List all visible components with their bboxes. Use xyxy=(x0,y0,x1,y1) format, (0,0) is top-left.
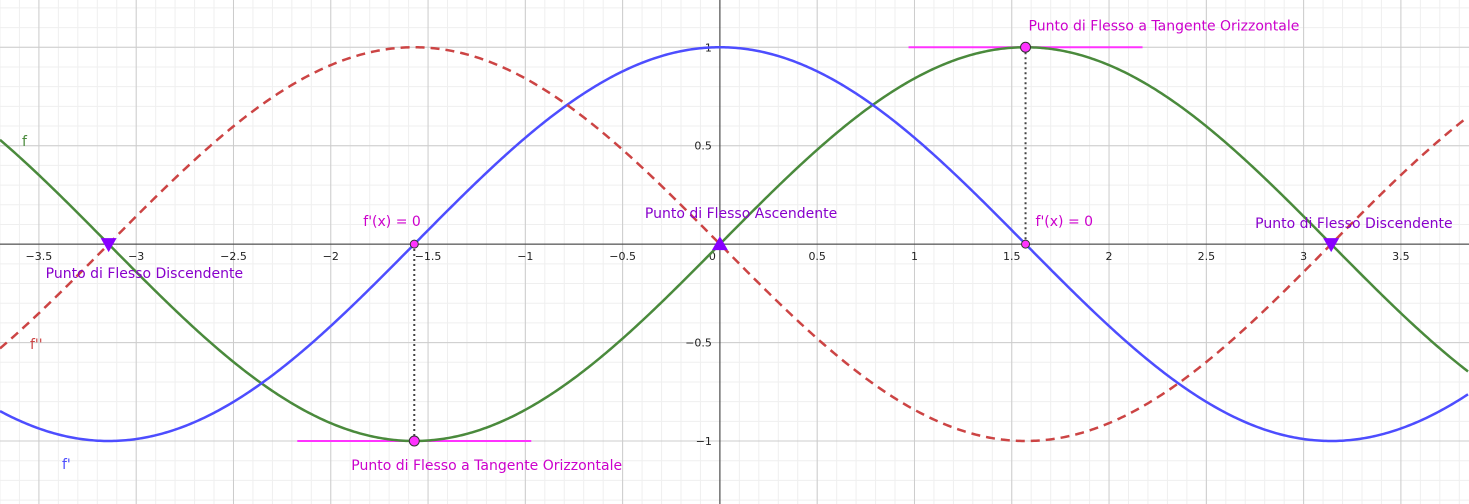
x-tick-label: 2.5 xyxy=(1198,250,1216,263)
x-tick-label: −3.5 xyxy=(26,250,53,263)
markers xyxy=(100,41,1340,447)
x-tick-label: 0 xyxy=(709,250,716,263)
derivative-zero-marker xyxy=(409,239,419,249)
derivative-zero-label: f'(x) = 0 xyxy=(1036,214,1094,230)
tangent-point-marker xyxy=(408,435,420,447)
x-tick-label: 0.5 xyxy=(808,250,826,263)
curve-name-label: f xyxy=(22,134,28,150)
inflection-point-marker xyxy=(711,236,728,251)
inflection-point-label: Punto di Flesso Discendente xyxy=(46,266,243,282)
derivative-zero-label: f'(x) = 0 xyxy=(363,214,421,230)
curve-f-double-prime xyxy=(0,45,1469,443)
tangent-point-marker xyxy=(1020,41,1032,53)
tangent-point-label: Punto di Flesso a Tangente Orizzontale xyxy=(351,458,622,474)
x-tick-label: −3 xyxy=(128,250,144,263)
curves xyxy=(0,45,1469,443)
x-tick-label: 1 xyxy=(911,250,918,263)
y-tick-label: −0.5 xyxy=(685,337,712,350)
curve-f-prime xyxy=(0,45,1469,443)
inflection-point-label: Punto di Flesso Ascendente xyxy=(645,206,837,222)
y-tick-label: 0.5 xyxy=(694,140,712,153)
inflection-point-marker xyxy=(100,238,117,253)
x-tick-label: 3 xyxy=(1300,250,1307,263)
x-tick-label: 3.5 xyxy=(1392,250,1410,263)
x-tick-label: −0.5 xyxy=(609,250,636,263)
inflection-point-label: Punto di Flesso Discendente xyxy=(1255,216,1452,232)
x-tick-label: 2 xyxy=(1106,250,1113,263)
annotations: Punto di Flesso a Tangente Orizzontale f'… xyxy=(22,18,1453,474)
x-tick-label: 1.5 xyxy=(1003,250,1021,263)
x-tick-label: −2 xyxy=(323,250,339,263)
x-tick-label: −2.5 xyxy=(220,250,247,263)
x-tick-label: −1.5 xyxy=(415,250,442,263)
curve-f xyxy=(0,45,1469,443)
tick-labels: −3.5 −3 −2.5 −2 −1.5 −1 −0.5 0 0.5 1 1.5 2 2.5 3 3.510… xyxy=(26,41,1410,448)
x-tick-label: −1 xyxy=(517,250,533,263)
derivative-zero-marker xyxy=(1021,239,1031,249)
curve-name-label: f'' xyxy=(30,337,43,353)
y-tick-label: −1 xyxy=(696,435,712,448)
tangent-point-label: Punto di Flesso a Tangente Orizzontale xyxy=(1029,18,1300,34)
curve-name-label: f' xyxy=(62,457,71,473)
inflection-point-marker xyxy=(1323,238,1340,253)
